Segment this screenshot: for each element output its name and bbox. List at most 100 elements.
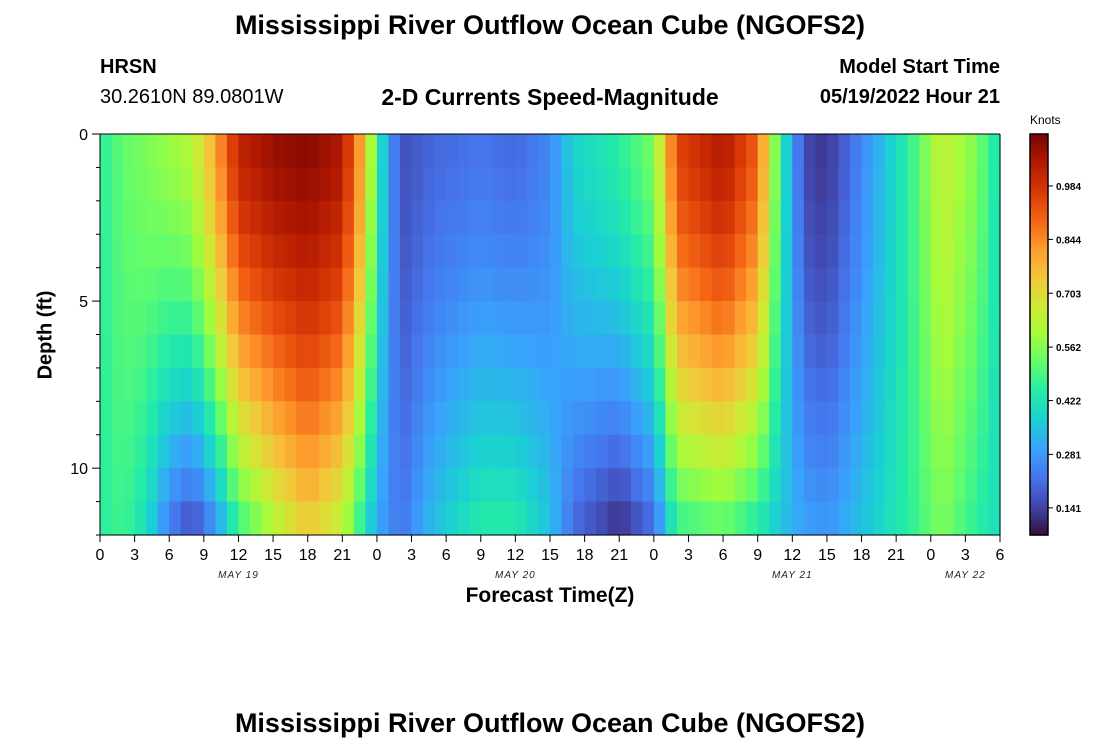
- heatmap-cell: [757, 167, 770, 202]
- heatmap-cell: [434, 468, 447, 503]
- heatmap-cell: [838, 267, 851, 302]
- heatmap-cell: [815, 134, 828, 169]
- heatmap-cell: [711, 134, 724, 169]
- heatmap-cell: [642, 234, 655, 269]
- heatmap-cell: [215, 334, 228, 369]
- heatmap-cell: [873, 167, 886, 202]
- heatmap-cell: [226, 334, 240, 369]
- heatmap-cell: [896, 434, 909, 469]
- heatmap-cell: [757, 468, 770, 503]
- heatmap-cell: [100, 234, 113, 269]
- heatmap-cell: [561, 301, 574, 336]
- heatmap-cell: [469, 401, 482, 436]
- x-tick-label: 15: [541, 547, 559, 564]
- heatmap-cell: [123, 234, 136, 269]
- heatmap-cell: [538, 200, 551, 235]
- heatmap-cell: [769, 501, 782, 536]
- heatmap-cell: [180, 501, 193, 536]
- heatmap-cell: [273, 301, 286, 336]
- heatmap-cell: [111, 367, 124, 402]
- heatmap-cell: [180, 267, 193, 302]
- station-coords: 30.2610N 89.0801W: [100, 86, 284, 108]
- heatmap-cell: [584, 401, 597, 436]
- heatmap-cell: [596, 267, 609, 302]
- heatmap-cell: [965, 234, 978, 269]
- heatmap-cell: [792, 200, 805, 235]
- heatmap-cell: [550, 167, 563, 202]
- heatmap-cell: [561, 234, 574, 269]
- heatmap-cell: [919, 134, 932, 169]
- heatmap-cell: [492, 367, 505, 402]
- heatmap-cell: [284, 434, 297, 469]
- heatmap-cell: [215, 367, 228, 402]
- heatmap-cell: [400, 434, 413, 469]
- heatmap-cell: [261, 167, 274, 202]
- heatmap-cell: [769, 301, 782, 336]
- heatmap-cell: [330, 501, 343, 536]
- heatmap-cell: [757, 334, 770, 369]
- heatmap-cell: [884, 167, 897, 202]
- heatmap-cell: [353, 267, 366, 302]
- heatmap-cell: [250, 501, 263, 536]
- heatmap-cell: [861, 234, 874, 269]
- colorbar-segment: [1030, 491, 1048, 496]
- heatmap-cell: [307, 301, 320, 336]
- colorbar-tick-label: 0.562: [1056, 343, 1081, 354]
- heatmap-cell: [746, 167, 759, 202]
- heatmap-cell: [492, 167, 505, 202]
- heatmap-cell: [226, 434, 240, 469]
- x-tick-label: 0: [926, 547, 935, 564]
- heatmap-cell: [965, 267, 978, 302]
- heatmap-cell: [503, 200, 516, 235]
- heatmap-cell: [169, 267, 182, 302]
- colorbar-tick-label: 0.281: [1056, 450, 1081, 461]
- colorbar-segment: [1030, 337, 1048, 342]
- colorbar-segment: [1030, 184, 1048, 189]
- heatmap-cell: [873, 468, 886, 503]
- heatmap-cell: [446, 267, 459, 302]
- heatmap-cell: [550, 234, 563, 269]
- colorbar-segment: [1030, 317, 1048, 322]
- heatmap-cell: [619, 468, 632, 503]
- heatmap-cell: [515, 301, 528, 336]
- heatmap-cell: [376, 167, 390, 202]
- heatmap-cells: [100, 134, 1001, 536]
- heatmap-cell: [284, 401, 297, 436]
- heatmap-cell: [930, 234, 943, 269]
- heatmap-cell: [353, 367, 366, 402]
- heatmap-cell: [423, 501, 436, 536]
- heatmap-cell: [238, 167, 251, 202]
- heatmap-cell: [734, 167, 747, 202]
- heatmap-cell: [203, 167, 216, 202]
- x-tick-label: 6: [996, 547, 1005, 564]
- heatmap-cell: [434, 301, 447, 336]
- heatmap-cell: [584, 301, 597, 336]
- heatmap-cell: [192, 267, 205, 302]
- heatmap-cell: [792, 434, 805, 469]
- heatmap-cell: [700, 234, 713, 269]
- heatmap-cell: [261, 234, 274, 269]
- heatmap-cell: [238, 200, 251, 235]
- heatmap-cell: [446, 301, 459, 336]
- heatmap-cell: [746, 468, 759, 503]
- heatmap-cell: [976, 134, 990, 169]
- heatmap-cell: [446, 501, 459, 536]
- heatmap-cell: [376, 334, 390, 369]
- heatmap-cell: [180, 134, 193, 169]
- heatmap-cell: [376, 501, 390, 536]
- colorbar-tick-label: 0.984: [1056, 182, 1081, 193]
- heatmap-cell: [850, 234, 863, 269]
- heatmap-cell: [803, 501, 816, 536]
- heatmap-cell: [538, 134, 551, 169]
- heatmap-cell: [296, 434, 309, 469]
- heatmap-cell: [100, 468, 113, 503]
- model-start-label: Model Start Time: [839, 56, 1000, 78]
- heatmap-cell: [907, 334, 920, 369]
- heatmap-cell: [319, 434, 332, 469]
- heatmap-cell: [273, 234, 286, 269]
- heatmap-cell: [388, 501, 401, 536]
- heatmap-cell: [896, 367, 909, 402]
- heatmap-cell: [584, 367, 597, 402]
- heatmap-cell: [307, 468, 320, 503]
- heatmap-cell: [203, 334, 216, 369]
